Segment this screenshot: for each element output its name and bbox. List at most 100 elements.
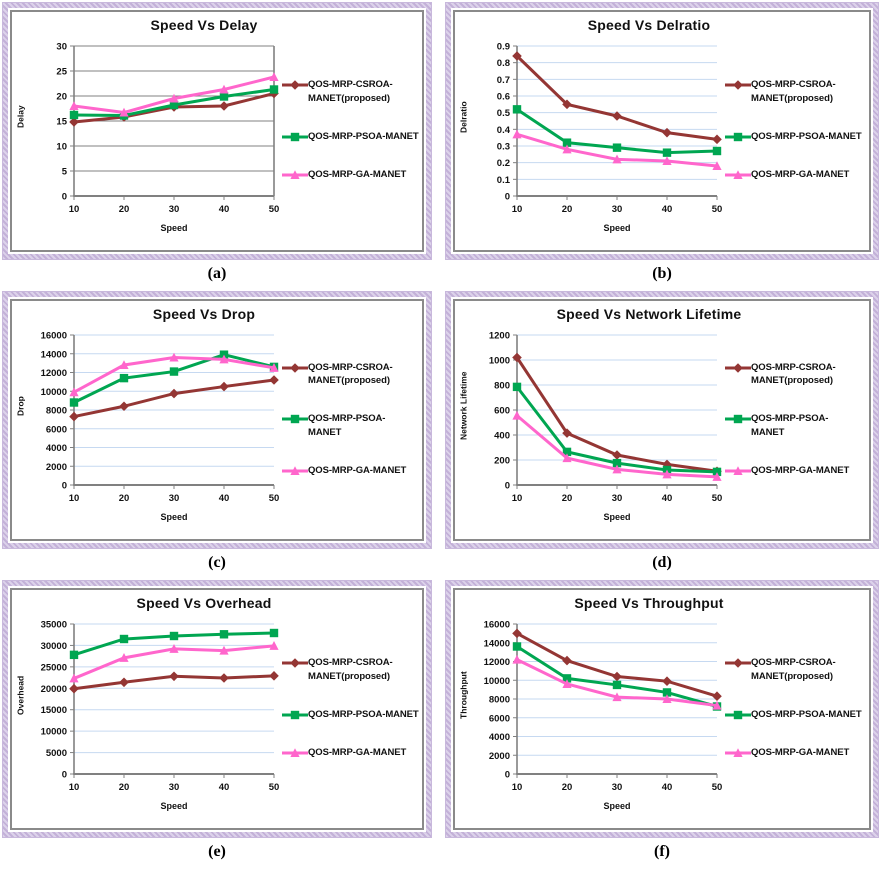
svg-text:40: 40 bbox=[662, 493, 673, 504]
svg-text:2000: 2000 bbox=[489, 751, 510, 762]
svg-text:50: 50 bbox=[269, 782, 280, 793]
legend-entry-triangle: QOS-MRP-GA-MANET bbox=[282, 168, 420, 182]
x-axis-title: Speed bbox=[603, 223, 631, 233]
svg-text:0.9: 0.9 bbox=[497, 42, 510, 53]
svg-text:20000: 20000 bbox=[41, 684, 67, 695]
svg-text:0.2: 0.2 bbox=[497, 158, 510, 169]
legend-entry-square: QOS-MRP-PSOA-MANET bbox=[725, 130, 863, 144]
legend-label: QOS-MRP-GA-MANET bbox=[751, 168, 850, 180]
figure-caption: (b) bbox=[652, 265, 672, 282]
svg-text:40: 40 bbox=[219, 782, 230, 793]
legend-triangle-marker-icon bbox=[725, 465, 751, 475]
legend-triangle-marker-icon bbox=[282, 747, 308, 757]
svg-text:30: 30 bbox=[612, 782, 623, 793]
legend-label: QOS-MRP-CSROA- MANET(proposed) bbox=[308, 361, 393, 387]
figure-caption: (d) bbox=[652, 554, 672, 571]
svg-text:50: 50 bbox=[269, 204, 280, 215]
svg-text:15: 15 bbox=[56, 117, 67, 128]
svg-text:20: 20 bbox=[119, 204, 130, 215]
legend-label: QOS-MRP-GA-MANET bbox=[308, 464, 407, 476]
svg-text:0.3: 0.3 bbox=[497, 142, 510, 153]
figure-caption: (c) bbox=[208, 554, 226, 571]
legend-entry-triangle: QOS-MRP-GA-MANET bbox=[725, 464, 863, 478]
legend-square-marker-icon bbox=[282, 414, 308, 424]
svg-text:200: 200 bbox=[494, 456, 510, 467]
svg-text:20: 20 bbox=[562, 493, 573, 504]
legend-label: QOS-MRP-GA-MANET bbox=[308, 746, 407, 758]
legend-label: QOS-MRP-PSOA-MANET bbox=[308, 131, 419, 142]
svg-text:10000: 10000 bbox=[41, 727, 67, 738]
chart-legend: QOS-MRP-CSROA- MANET(proposed) QOS-MRP-PSO… bbox=[282, 38, 420, 222]
legend-label: QOS-MRP-CSROA- MANET(proposed) bbox=[308, 657, 393, 683]
svg-text:8000: 8000 bbox=[489, 695, 510, 706]
legend-label: QOS-MRP-PSOA-MANET bbox=[751, 709, 862, 720]
legend-entry-diamond: QOS-MRP-CSROA- MANET(proposed) bbox=[282, 361, 420, 389]
legend-label: QOS-MRP-PSOA-MANET bbox=[751, 131, 862, 142]
legend-label: QOS-MRP-CSROA- MANET(proposed) bbox=[751, 361, 836, 387]
panel-border-a: Speed Vs Delay Delay 0 5 10 15 20 25 30 10 20 30 4… bbox=[2, 2, 432, 260]
legend-label: QOS-MRP-CSROA- MANET(proposed) bbox=[751, 79, 836, 105]
chart-delratio: Speed Vs Delratio Delratio 0 0.1 0.2 0.3 0.4… bbox=[453, 10, 871, 252]
svg-text:6000: 6000 bbox=[489, 713, 510, 724]
chart-title: Speed Vs Overhead bbox=[136, 595, 272, 611]
x-axis-title: Speed bbox=[160, 801, 188, 811]
chart-title: Speed Vs Throughput bbox=[574, 595, 724, 611]
x-axis-title: Speed bbox=[603, 801, 631, 811]
panel-border-b: Speed Vs Delratio Delratio 0 0.1 0.2 0.3 0.4… bbox=[445, 2, 879, 260]
legend-square-marker-icon bbox=[725, 132, 751, 142]
chart-network-lifetime: Speed Vs Network Lifetime Network Lifeti… bbox=[453, 299, 871, 541]
legend-diamond-marker-icon bbox=[282, 80, 308, 91]
svg-text:20: 20 bbox=[562, 204, 573, 215]
y-axis-title: Delratio bbox=[458, 101, 469, 133]
panel-border-e: Speed Vs Overhead Overhead 0 5000 10000 150… bbox=[2, 580, 432, 838]
legend-label: QOS-MRP-CSROA- MANET(proposed) bbox=[308, 79, 393, 105]
figure-caption: (f) bbox=[654, 843, 670, 860]
svg-text:15000: 15000 bbox=[41, 705, 67, 716]
svg-text:16000: 16000 bbox=[484, 620, 510, 631]
svg-text:30: 30 bbox=[56, 42, 67, 53]
svg-text:10: 10 bbox=[69, 782, 80, 793]
y-axis-title: Drop bbox=[15, 396, 26, 416]
svg-text:1200: 1200 bbox=[489, 331, 510, 342]
svg-text:40: 40 bbox=[219, 204, 230, 215]
svg-text:0.4: 0.4 bbox=[497, 125, 511, 136]
legend-label: QOS-MRP-PSOA-MANET bbox=[308, 413, 386, 438]
svg-text:6000: 6000 bbox=[46, 424, 67, 435]
legend-triangle-marker-icon bbox=[725, 169, 751, 179]
legend-entry-square: QOS-MRP-PSOA-MANET bbox=[282, 412, 420, 440]
svg-text:10: 10 bbox=[69, 204, 80, 215]
svg-text:25: 25 bbox=[56, 67, 67, 78]
svg-text:14000: 14000 bbox=[484, 638, 510, 649]
chart-figure-f: Speed Vs Throughput Throughput 0 2000 4000… bbox=[445, 580, 879, 866]
legend-entry-triangle: QOS-MRP-GA-MANET bbox=[282, 746, 420, 760]
svg-text:0.6: 0.6 bbox=[497, 92, 510, 103]
svg-text:50: 50 bbox=[712, 204, 723, 215]
y-axis-title: Throughput bbox=[458, 671, 469, 719]
svg-text:10: 10 bbox=[512, 782, 523, 793]
x-axis-title: Speed bbox=[160, 512, 188, 522]
svg-text:20: 20 bbox=[56, 92, 67, 103]
svg-text:5000: 5000 bbox=[46, 748, 67, 759]
legend-entry-square: QOS-MRP-PSOA-MANET bbox=[725, 708, 863, 722]
svg-text:10000: 10000 bbox=[41, 387, 67, 398]
legend-diamond-marker-icon bbox=[725, 362, 751, 373]
legend-entry-diamond: QOS-MRP-CSROA- MANET(proposed) bbox=[282, 656, 420, 684]
svg-text:0: 0 bbox=[62, 770, 67, 781]
svg-text:12000: 12000 bbox=[484, 657, 510, 668]
chart-title: Speed Vs Delay bbox=[150, 17, 258, 33]
chart-figure-b: Speed Vs Delratio Delratio 0 0.1 0.2 0.3 0.4… bbox=[445, 2, 879, 288]
svg-text:10: 10 bbox=[56, 142, 67, 153]
svg-text:30: 30 bbox=[169, 782, 180, 793]
plot-area: 0 2000 4000 6000 8000 10000 12000 14000 16000 10 2… bbox=[41, 331, 280, 505]
svg-text:0.1: 0.1 bbox=[497, 175, 511, 186]
svg-text:50: 50 bbox=[269, 493, 280, 504]
svg-text:12000: 12000 bbox=[41, 368, 67, 379]
y-axis-title: Delay bbox=[15, 105, 26, 129]
legend-square-marker-icon bbox=[282, 710, 308, 720]
legend-square-marker-icon bbox=[725, 414, 751, 424]
svg-text:20: 20 bbox=[562, 782, 573, 793]
legend-entry-square: QOS-MRP-PSOA-MANET bbox=[282, 130, 420, 144]
svg-text:40: 40 bbox=[219, 493, 230, 504]
svg-text:2000: 2000 bbox=[46, 462, 67, 473]
svg-text:20: 20 bbox=[119, 493, 130, 504]
